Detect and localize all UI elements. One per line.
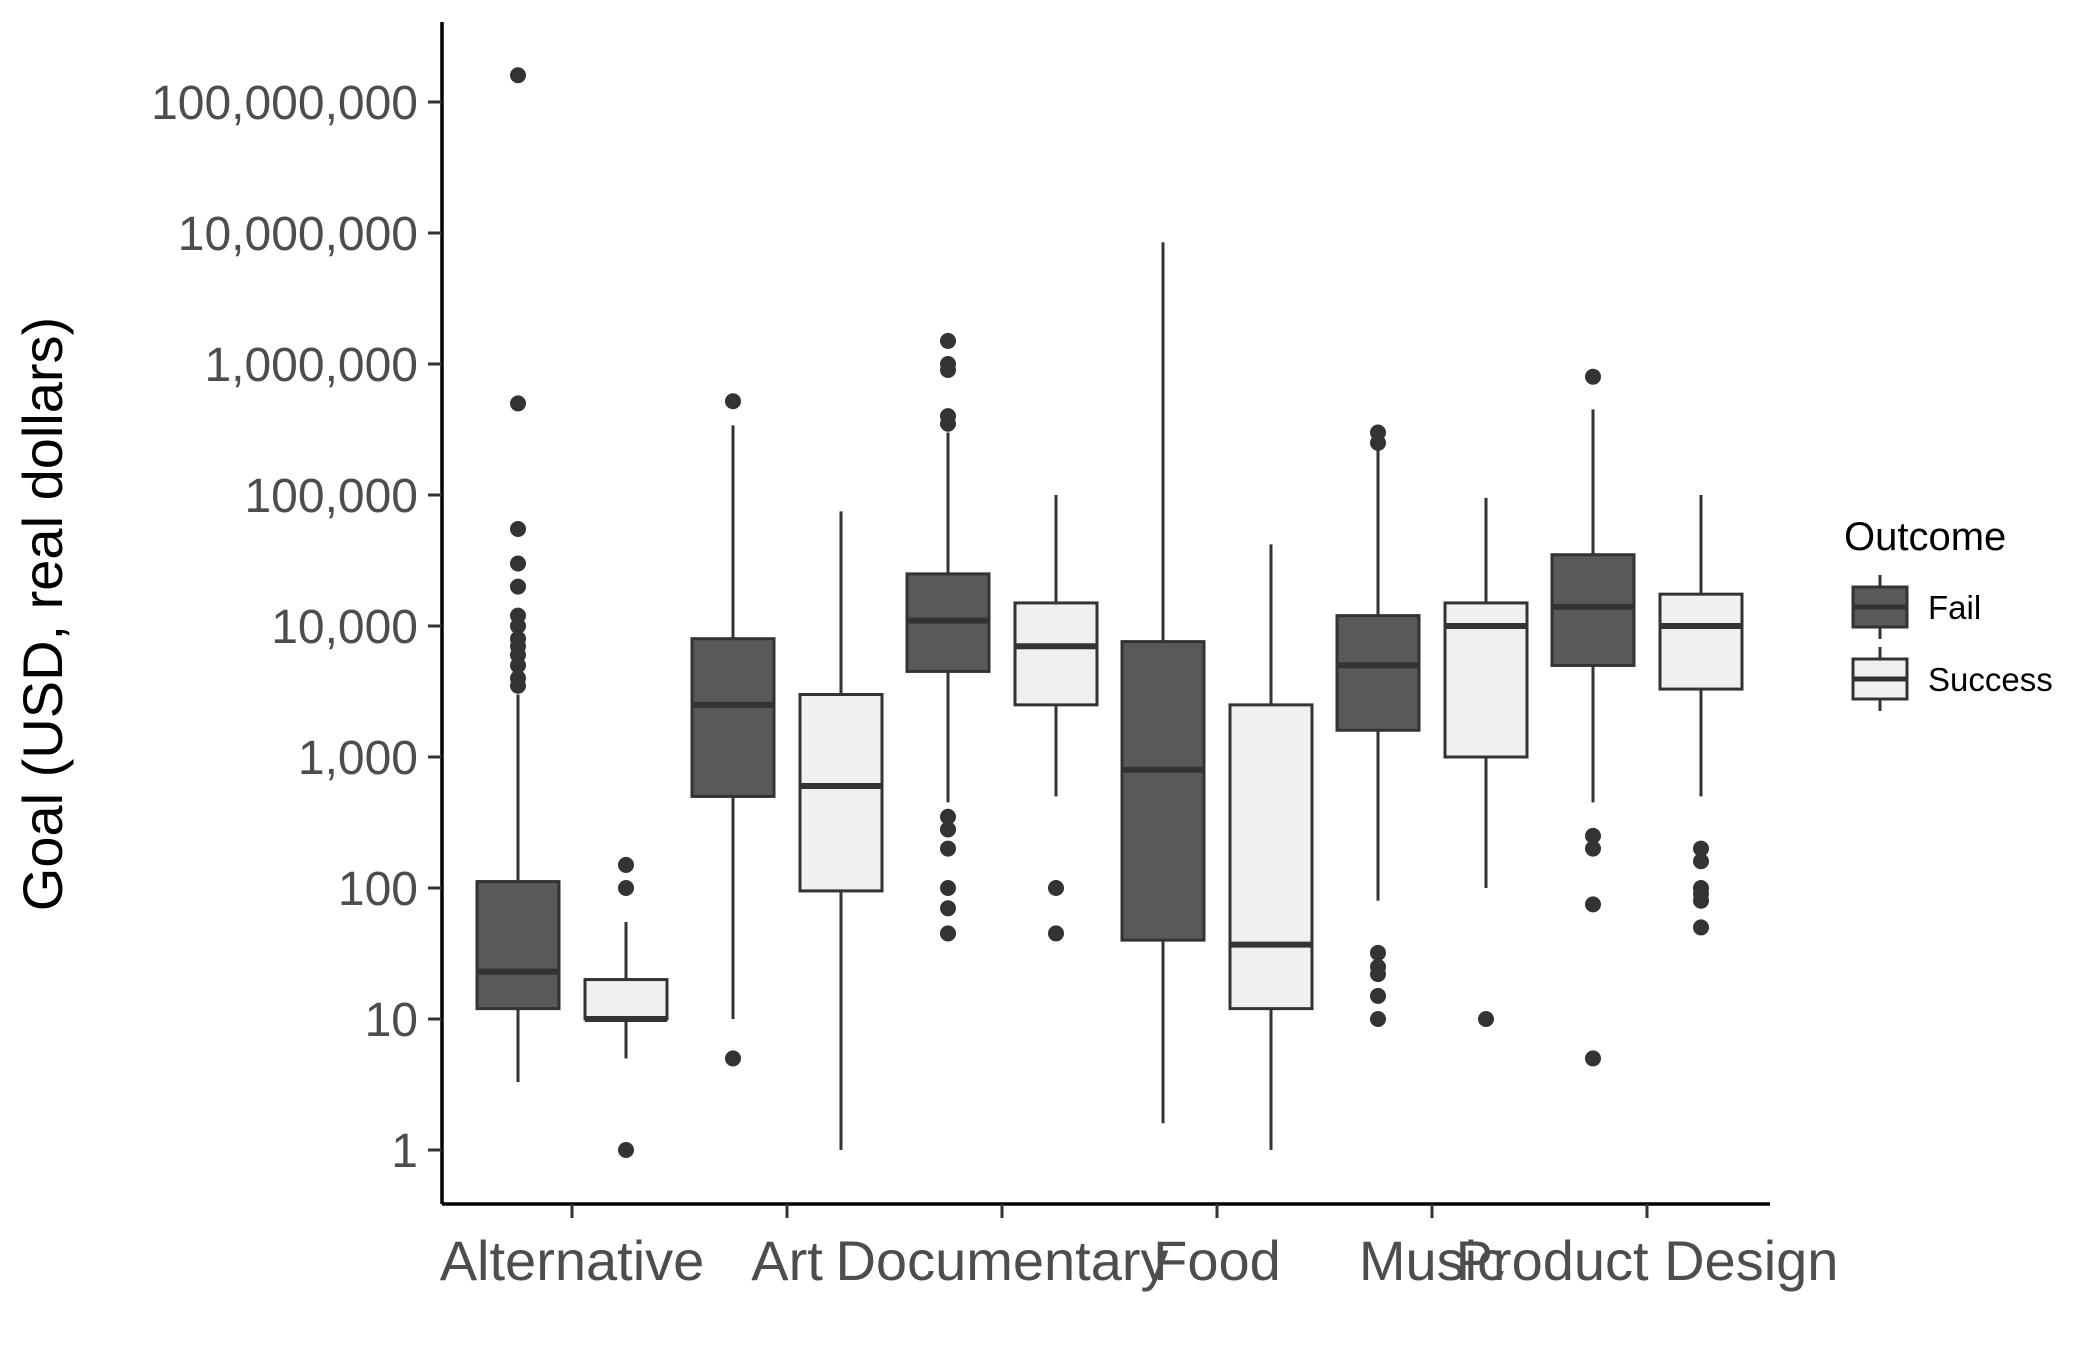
outlier-point — [940, 415, 956, 432]
box-iqr — [1550, 553, 1636, 667]
box-success-documentary — [1013, 495, 1099, 942]
box-iqr — [690, 637, 776, 798]
box-iqr — [1120, 640, 1206, 942]
box-iqr — [1228, 703, 1314, 1011]
outlier-point — [1693, 919, 1709, 936]
outlier-point — [1370, 434, 1386, 451]
outlier-point — [1585, 1050, 1601, 1067]
outlier-point — [1370, 966, 1386, 983]
outlier-point — [1585, 840, 1601, 857]
y-tick-label: 10,000 — [271, 601, 418, 654]
box-iqr — [475, 880, 561, 1011]
outlier-point — [510, 395, 526, 412]
box-iqr — [1013, 601, 1099, 707]
outlier-point — [1585, 368, 1601, 385]
y-tick-label: 10,000,000 — [178, 208, 418, 261]
outlier-point — [725, 393, 741, 410]
box-success-music — [1443, 497, 1529, 1027]
y-tick-label: 10 — [365, 994, 418, 1047]
outlier-point — [618, 880, 634, 896]
box-iqr — [1335, 614, 1421, 732]
outlier-point — [510, 521, 526, 538]
legend: Outcome Fail Success — [1844, 515, 2053, 711]
y-axis-ticks: 1 10 100 1,000 10,000 100,000 1,000,000 10,000,… — [151, 77, 442, 1178]
outlier-point — [940, 808, 956, 825]
outlier-point — [1048, 880, 1064, 896]
outlier-point — [1370, 1011, 1386, 1027]
x-tick-label: Product Design — [1456, 1229, 1839, 1292]
outlier-point — [725, 1050, 741, 1067]
outlier-point — [1048, 925, 1064, 942]
outlier-point — [618, 856, 634, 873]
x-tick-label: Art — [751, 1229, 823, 1292]
outlier-point — [1478, 1011, 1494, 1027]
y-axis-title: Goal (USD, real dollars) — [11, 317, 74, 911]
legend-label: Fail — [1928, 589, 1981, 626]
x-tick-label: Documentary — [835, 1229, 1168, 1292]
x-tick-label: Alternative — [440, 1229, 705, 1292]
y-tick-label: 100,000,000 — [151, 77, 418, 130]
outlier-point — [940, 925, 956, 942]
legend-entry-success: Success — [1851, 647, 2053, 711]
box-success-food — [1228, 544, 1314, 1150]
outlier-point — [510, 578, 526, 595]
outlier-point — [1585, 827, 1601, 844]
y-tick-label: 1,000,000 — [204, 339, 418, 392]
outlier-point — [510, 555, 526, 572]
box-success-alternative — [583, 856, 669, 1158]
outlier-point — [1693, 853, 1709, 870]
x-tick-label: Food — [1153, 1229, 1281, 1292]
outlier-point — [1585, 896, 1601, 913]
box-fail-alternative — [475, 67, 561, 1083]
axes: 1 10 100 1,000 10,000 100,000 1,000,000 10,000,… — [11, 22, 1838, 1292]
outlier-point — [1370, 987, 1386, 1004]
outlier-point — [940, 840, 956, 857]
box-fail-product-design — [1550, 368, 1636, 1067]
box-fail-documentary — [905, 332, 991, 942]
box-iqr — [583, 978, 669, 1021]
box-fail-music — [1335, 424, 1421, 1027]
y-tick-label: 1,000 — [298, 732, 418, 785]
outlier-point — [1370, 944, 1386, 961]
outlier-point — [940, 361, 956, 378]
y-tick-label: 100 — [338, 863, 418, 916]
x-tick-label: Music — [1359, 1229, 1505, 1292]
outlier-point — [940, 900, 956, 917]
box-success-art — [798, 511, 884, 1150]
y-tick-label: 100,000 — [244, 470, 418, 523]
box-iqr — [1658, 592, 1744, 691]
y-tick-label: 1 — [391, 1125, 418, 1178]
outlier-point — [940, 821, 956, 838]
outlier-point — [510, 657, 526, 674]
legend-label: Success — [1928, 661, 2053, 698]
plot-area — [475, 67, 1744, 1158]
outlier-point — [1693, 840, 1709, 857]
outlier-point — [510, 618, 526, 634]
box-fail-food — [1120, 242, 1206, 1124]
box-fail-art — [690, 393, 776, 1067]
legend-title: Outcome — [1844, 515, 2006, 559]
outlier-point — [940, 880, 956, 896]
outlier-point — [510, 67, 526, 84]
outlier-point — [510, 677, 526, 694]
box-success-product-design — [1658, 495, 1744, 936]
outlier-point — [1693, 892, 1709, 909]
legend-entry-fail: Fail — [1851, 575, 1981, 639]
outlier-point — [618, 1142, 634, 1158]
outlier-point — [940, 332, 956, 349]
box-iqr — [798, 692, 884, 893]
